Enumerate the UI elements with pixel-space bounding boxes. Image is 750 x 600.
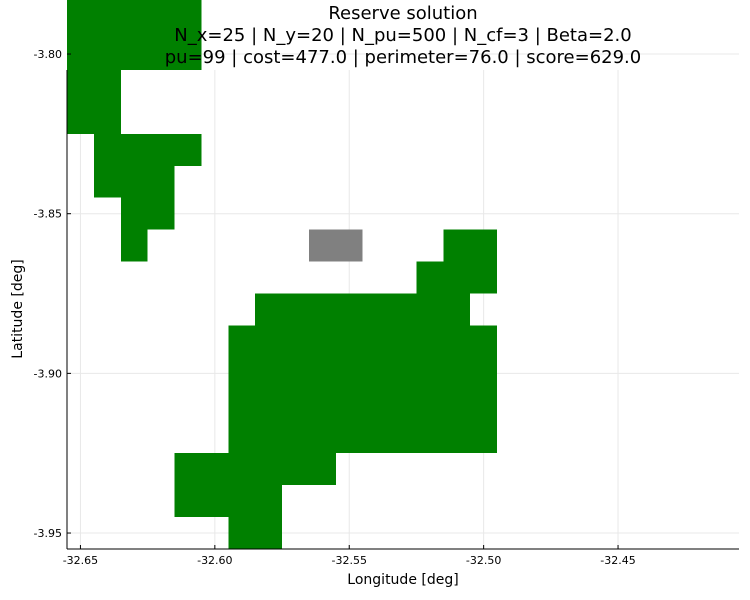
selected-unit-cells [228, 517, 283, 549]
y-tick-label: -3.90 [34, 367, 62, 380]
selected-unit-cells [67, 101, 121, 134]
selected-unit-cells [228, 357, 498, 390]
selected-unit-cells [228, 325, 498, 358]
selected-unit-cells [93, 133, 202, 166]
chart-subtitle-2: pu=99 | cost=477.0 | perimeter=76.0 | sc… [165, 47, 641, 68]
selected-unit-cells [67, 0, 202, 7]
x-tick-label: -32.50 [466, 554, 501, 567]
selected-unit-cells [228, 421, 498, 454]
x-axis-label: Longitude [deg] [347, 572, 458, 588]
x-tick-label: -32.65 [63, 554, 98, 567]
selected-unit-cells [255, 293, 471, 326]
ticks: -32.65 -32.60 -32.55 -32.50 -32.45 -3.80 -3.85… [34, 48, 636, 567]
selected-unit-cells [67, 38, 202, 70]
locked-unit-cells [308, 229, 363, 262]
y-tick-label: -3.95 [34, 527, 62, 540]
x-tick-label: -32.45 [600, 554, 635, 567]
selected-unit-cells [228, 389, 498, 422]
selected-unit-cells [120, 229, 148, 262]
selected-unit-cells [67, 6, 202, 39]
selected-unit-cells [416, 261, 498, 294]
axes [66, 70, 739, 550]
y-axis-label: Latitude [deg] [10, 259, 26, 358]
selected-unit-cells [174, 453, 336, 486]
chart-subtitle-1: N_x=25 | N_y=20 | N_pu=500 | N_cf=3 | Be… [174, 25, 631, 46]
y-tick-label: -3.80 [34, 48, 62, 61]
selected-unit-cells [120, 197, 175, 230]
planning-units [67, 0, 498, 549]
selected-unit-cells [93, 165, 175, 198]
selected-unit-cells [443, 229, 498, 262]
x-tick-label: -32.55 [332, 554, 367, 567]
selected-unit-cells [174, 485, 283, 518]
x-tick-label: -32.60 [197, 554, 232, 567]
y-tick-label: -3.85 [34, 208, 62, 221]
chart-title: Reserve solution [328, 3, 477, 24]
selected-unit-cells [67, 70, 121, 102]
